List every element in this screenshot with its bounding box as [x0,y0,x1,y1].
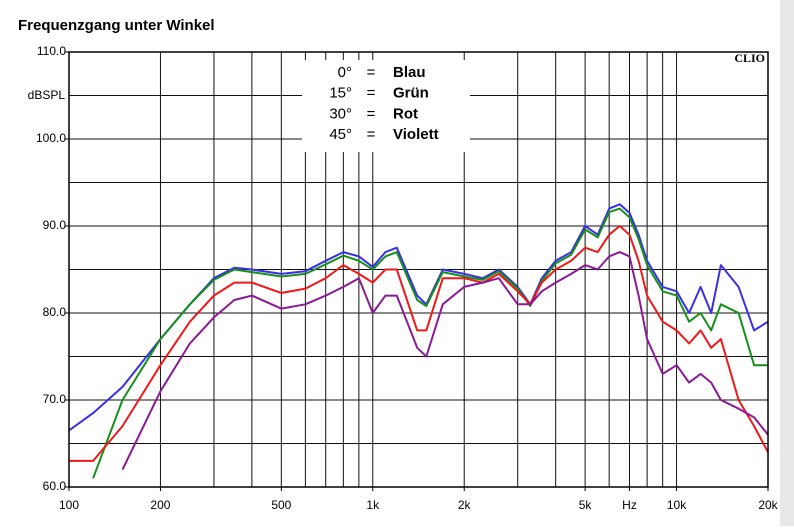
legend: 0° = Blau 15° = Grün 30° = Rot 45° = Violett [302,60,470,152]
legend-color-name: Violett [393,126,439,143]
x-tick-label: 2k [458,498,472,512]
brand: CLIO [734,51,765,65]
y-tick-label: 70.0 [43,392,67,406]
scrollbar [780,0,794,526]
plot-frame [68,51,769,488]
x-tick-label: 500 [271,498,291,512]
x-tick-label: 1k [366,498,380,512]
legend-box [302,60,470,152]
legend-separator: = [367,64,376,81]
response-curve [69,225,769,462]
legend-name: 0° [338,64,352,81]
x-tick-label: 200 [150,498,170,512]
legend-separator: = [367,85,376,102]
legend-color-name: Blau [393,64,426,81]
x-tick-label: Hz [622,498,637,512]
x-tick-label: 20k [758,498,778,512]
response-curve [68,203,769,432]
legend-name: 45° [329,126,352,143]
y-tick-label: 80.0 [43,305,67,319]
legend-color-name: Grün [393,85,429,102]
legend-color-name: Rot [393,105,418,122]
legend-separator: = [367,105,376,122]
curves [68,203,769,479]
legend-separator: = [367,126,376,143]
chart-title: Frequenzgang unter Winkel [18,17,215,34]
legend-name: 15° [329,85,352,102]
legend-name: 30° [329,105,352,122]
x-tick-label: 100 [59,498,79,512]
x-tick-label: 10k [667,498,687,512]
y-axis-label: dBSPL [28,88,66,102]
x-tick-label: 5k [579,498,593,512]
y-tick-label: 60.0 [43,479,67,493]
y-tick-label: 110.0 [37,44,66,58]
y-tick-label: 90.0 [43,218,67,232]
response-curve [92,207,768,479]
response-curve [121,251,769,471]
y-tick-label: 100.0 [36,131,66,145]
